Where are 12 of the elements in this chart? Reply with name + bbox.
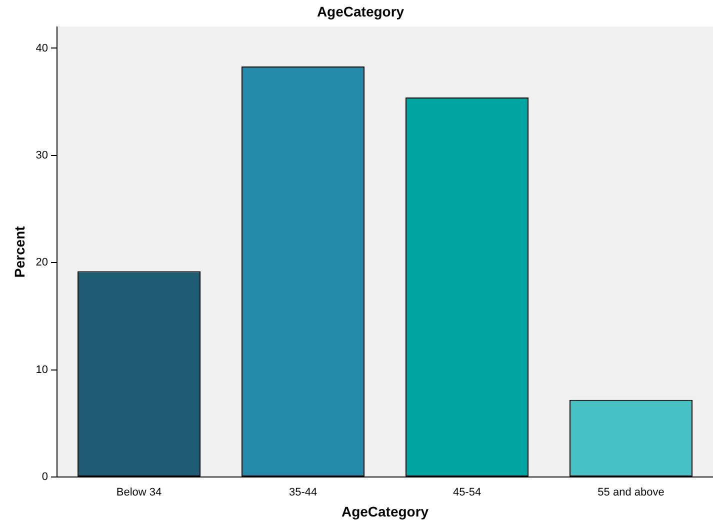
- y-tick-label: 30: [36, 149, 48, 162]
- y-tick-label: 40: [36, 42, 48, 54]
- x-tick-label: Below 34: [116, 486, 162, 499]
- x-axis-title: AgeCategory: [341, 503, 429, 520]
- y-tick-label: 20: [36, 256, 48, 269]
- chart-title: AgeCategory: [316, 3, 404, 20]
- y-tick-label: 10: [36, 364, 48, 376]
- x-tick-label: 35-44: [288, 486, 318, 499]
- y-axis-title: Percent: [11, 226, 28, 278]
- y-tick-label: 0: [42, 471, 48, 484]
- x-tick-label: 45-54: [452, 486, 482, 499]
- x-tick-label: 55 and above: [598, 486, 664, 499]
